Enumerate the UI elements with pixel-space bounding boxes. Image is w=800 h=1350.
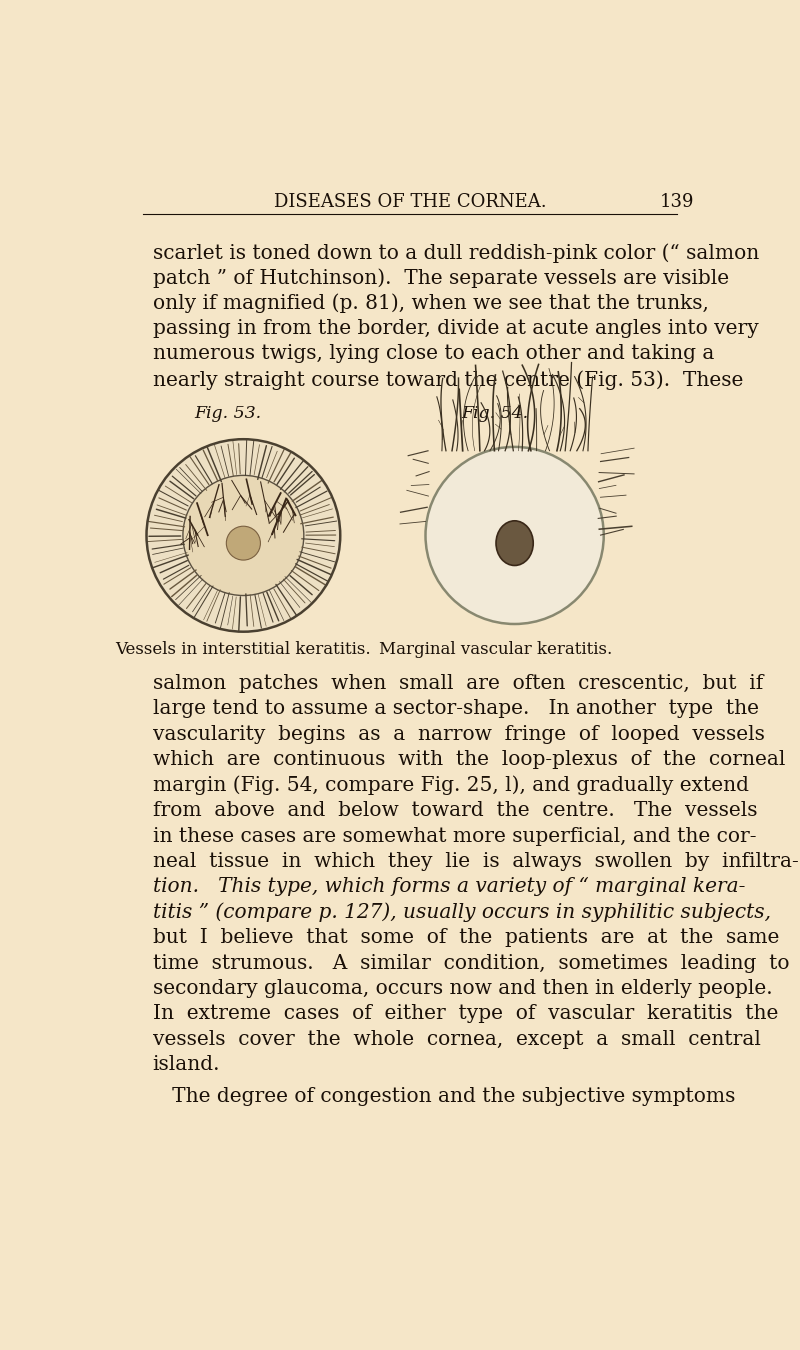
Circle shape	[426, 447, 604, 624]
Ellipse shape	[496, 521, 534, 566]
Circle shape	[183, 475, 304, 595]
Text: Fig. 54.: Fig. 54.	[462, 405, 529, 421]
Text: tion.   This type, which forms a variety of “ marginal kera-: tion. This type, which forms a variety o…	[153, 878, 745, 896]
Text: vascularity  begins  as  a  narrow  fringe  of  looped  vessels: vascularity begins as a narrow fringe of…	[153, 725, 765, 744]
Text: in these cases are somewhat more superficial, and the cor-: in these cases are somewhat more superfi…	[153, 826, 756, 845]
Text: time  strumous.   A  similar  condition,  sometimes  leading  to: time strumous. A similar condition, some…	[153, 953, 789, 972]
Text: numerous twigs, lying close to each other and taking a: numerous twigs, lying close to each othe…	[153, 344, 714, 363]
Text: patch ” of Hutchinson).  The separate vessels are visible: patch ” of Hutchinson). The separate ves…	[153, 269, 729, 288]
Text: In  extreme  cases  of  either  type  of  vascular  keratitis  the: In extreme cases of either type of vascu…	[153, 1004, 778, 1023]
Text: nearly straight course toward the centre (Fig. 53).  These: nearly straight course toward the centre…	[153, 370, 743, 390]
Text: salmon  patches  when  small  are  often  crescentic,  but  if: salmon patches when small are often cres…	[153, 674, 763, 693]
Text: which  are  continuous  with  the  loop-plexus  of  the  corneal: which are continuous with the loop-plexu…	[153, 751, 785, 769]
Text: but  I  believe  that  some  of  the  patients  are  at  the  same: but I believe that some of the patients …	[153, 929, 779, 948]
Circle shape	[226, 526, 261, 560]
Text: The degree of congestion and the subjective symptoms: The degree of congestion and the subject…	[153, 1087, 735, 1106]
Text: Vessels in interstitial keratitis.: Vessels in interstitial keratitis.	[115, 641, 371, 657]
Text: neal  tissue  in  which  they  lie  is  always  swollen  by  infiltra-: neal tissue in which they lie is always …	[153, 852, 798, 871]
Text: 139: 139	[660, 193, 694, 211]
Text: from  above  and  below  toward  the  centre.   The  vessels: from above and below toward the centre. …	[153, 801, 758, 819]
Text: titis ” (compare p. 127), usually occurs in syphilitic subjects,: titis ” (compare p. 127), usually occurs…	[153, 903, 770, 922]
Circle shape	[146, 439, 340, 632]
Text: scarlet is toned down to a dull reddish-pink color (“ salmon: scarlet is toned down to a dull reddish-…	[153, 243, 759, 262]
Text: margin (Fig. 54, compare Fig. 25, l), and gradually extend: margin (Fig. 54, compare Fig. 25, l), an…	[153, 776, 749, 795]
Text: passing in from the border, divide at acute angles into very: passing in from the border, divide at ac…	[153, 319, 758, 338]
Text: only if magnified (p. 81), when we see that the trunks,: only if magnified (p. 81), when we see t…	[153, 294, 709, 313]
Text: Marginal vascular keratitis.: Marginal vascular keratitis.	[378, 641, 612, 657]
Text: large tend to assume a sector-shape.   In another  type  the: large tend to assume a sector-shape. In …	[153, 699, 758, 718]
Text: DISEASES OF THE CORNEA.: DISEASES OF THE CORNEA.	[274, 193, 546, 211]
Text: secondary glaucoma, occurs now and then in elderly people.: secondary glaucoma, occurs now and then …	[153, 979, 772, 998]
Text: vessels  cover  the  whole  cornea,  except  a  small  central: vessels cover the whole cornea, except a…	[153, 1030, 761, 1049]
Text: Fig. 53.: Fig. 53.	[194, 405, 262, 421]
Text: island.: island.	[153, 1056, 220, 1075]
